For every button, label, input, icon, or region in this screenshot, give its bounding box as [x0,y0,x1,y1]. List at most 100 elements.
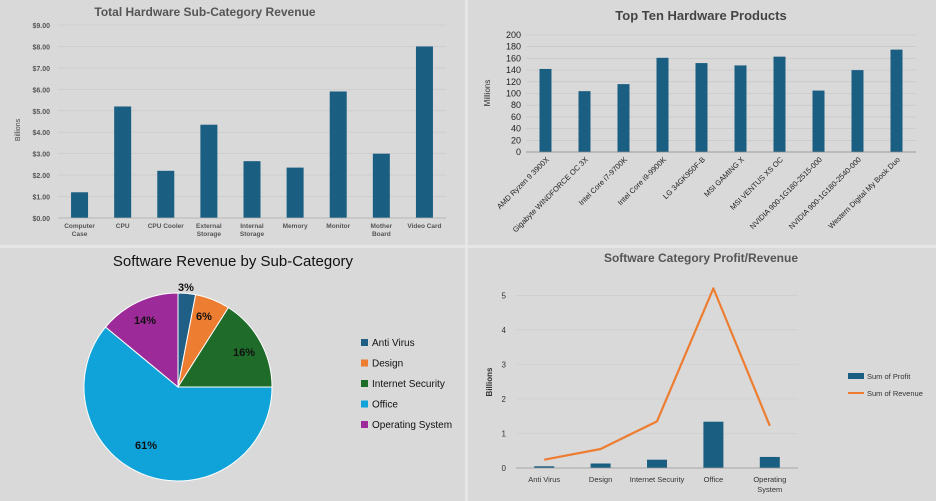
profit-bar [647,459,667,468]
y-axis-label: Billions [485,367,494,396]
x-tick-label: NVIDIA 900-1G180-2515-000 [748,155,824,231]
bar [617,84,630,152]
x-tick-label: Gigabyte WINDFORCE OC 3X [511,155,590,234]
y-tick-label: 40 [511,124,521,134]
y-tick-label: $4.00 [32,130,50,137]
x-tick-label: Monitor [326,223,350,230]
slice-label: 3% [178,282,194,294]
bar [851,70,864,152]
profit-bar [534,466,555,468]
legend-swatch [361,380,368,387]
legend-label: Sum of Revenue [867,389,923,398]
bar [114,106,132,218]
top-ten-products-chart-panel: Top Ten Hardware Products Millions 0 20 40… [468,0,936,245]
y-tick-label: 80 [511,100,521,110]
y-tick-label: $5.00 [32,109,50,116]
bar [812,90,825,152]
legend-label: Office [372,400,398,411]
x-tick-label: Design [589,475,612,484]
x-tick-label: Video Card [407,223,441,230]
y-tick-label: 160 [506,53,521,63]
chart-title: Total Hardware Sub-Category Revenue [94,5,315,19]
y-axis-label: Millions [483,80,492,107]
y-tick-label: 0 [516,147,521,157]
chart-title: Software Revenue by Sub-Category [113,253,354,270]
x-tick-label: External Storage [196,223,222,238]
bar [656,57,669,152]
slice-label: 14% [134,315,156,327]
plot-area: 0 1 2 3 4 5 Anti Virus Design Internet Security O… [502,287,798,494]
horizontal-divider [0,245,936,248]
bar [200,124,218,218]
profit-bar [759,456,780,468]
legend-swatch [361,400,368,408]
software-profit-revenue-chart: Software Category Profit/Revenue Billion… [485,251,923,494]
chart-title: Top Ten Hardware Products [615,8,786,23]
legend-label: Operating System [372,420,452,431]
x-tick-label: Memory [283,223,308,230]
pie-slice [177,306,273,388]
pie-area: 3% 6% 16% 61% 14% [83,282,273,482]
y-tick-label: 20 [511,135,521,145]
x-tick-label: LG 34GK950F-B [661,155,707,201]
legend-swatch-profit [848,373,864,379]
legend-label: Anti Virus [372,338,415,349]
software-pie-chart: Software Revenue by Sub-Category 3% 6% 16%… [83,253,452,482]
legend-label: Internet Security [372,379,445,390]
y-tick-label: $1.00 [32,195,50,202]
bar [329,91,347,218]
y-tick-label: 200 [506,30,521,40]
bar [890,49,903,152]
y-tick-label: 100 [506,89,521,99]
slice-label: 6% [196,311,212,323]
y-tick-label: $0.00 [32,216,50,223]
y-tick-label: 140 [506,65,521,75]
software-profit-revenue-chart-panel: Software Category Profit/Revenue Billion… [468,248,936,501]
y-tick-label: 5 [502,291,507,300]
y-tick-label: $3.00 [32,152,50,159]
software-pie-chart-panel: Software Revenue by Sub-Category 3% 6% 16%… [0,248,465,501]
chart-title: Software Category Profit/Revenue [604,251,798,265]
x-tick-label: Western Digital My Book Duo [826,155,902,231]
y-tick-label: $6.00 [32,87,50,94]
legend-swatch [361,421,368,428]
bar [734,65,747,152]
bar [695,63,708,152]
legend-label: Sum of Profit [867,372,911,381]
vertical-divider [465,0,468,501]
y-tick-label: 60 [511,112,521,122]
plot-area: $0.00 $1.00 $2.00 $3.00 $4.00 $5.00 $6.00 $7.00… [32,23,446,238]
x-tick-label: Internal Storage [240,223,265,238]
pie-slice [104,292,179,389]
x-tick-label: Computer Case [64,223,95,238]
x-tick-label: Office [704,475,723,484]
bar [372,153,390,218]
x-tick-label: Internet Security [630,475,685,484]
legend-swatch [361,339,368,346]
legend-label: Design [372,359,403,370]
y-tick-label: $2.00 [32,173,50,180]
y-tick-label: $9.00 [32,23,50,30]
x-tick-label: Operating System [753,475,786,494]
bar [539,68,552,152]
bar [578,91,591,152]
top-ten-products-chart: Top Ten Hardware Products Millions 0 2040… [483,8,916,234]
x-tick-label: NVIDIA 900-1G180-2540-000 [787,155,863,231]
x-tick-label: CPU [116,223,130,230]
profit-bar [590,463,611,468]
slice-label: 16% [233,347,255,359]
y-axis-label: Billions [15,118,22,141]
y-tick-label: $7.00 [32,66,50,73]
bar [71,192,89,218]
legend: Sum of Profit Sum of Revenue [848,372,923,398]
y-tick-label: 180 [506,42,521,52]
hardware-subcategory-chart: Total Hardware Sub-Category Revenue Bill… [15,5,446,238]
y-tick-label: 3 [502,360,507,369]
legend-swatch [361,359,368,367]
bar [286,167,304,218]
y-tick-label: 120 [506,77,521,87]
y-tick-label: 0 [502,464,507,473]
hardware-subcategory-chart-panel: Total Hardware Sub-Category Revenue Bill… [0,0,465,245]
pie-slice [83,326,273,482]
